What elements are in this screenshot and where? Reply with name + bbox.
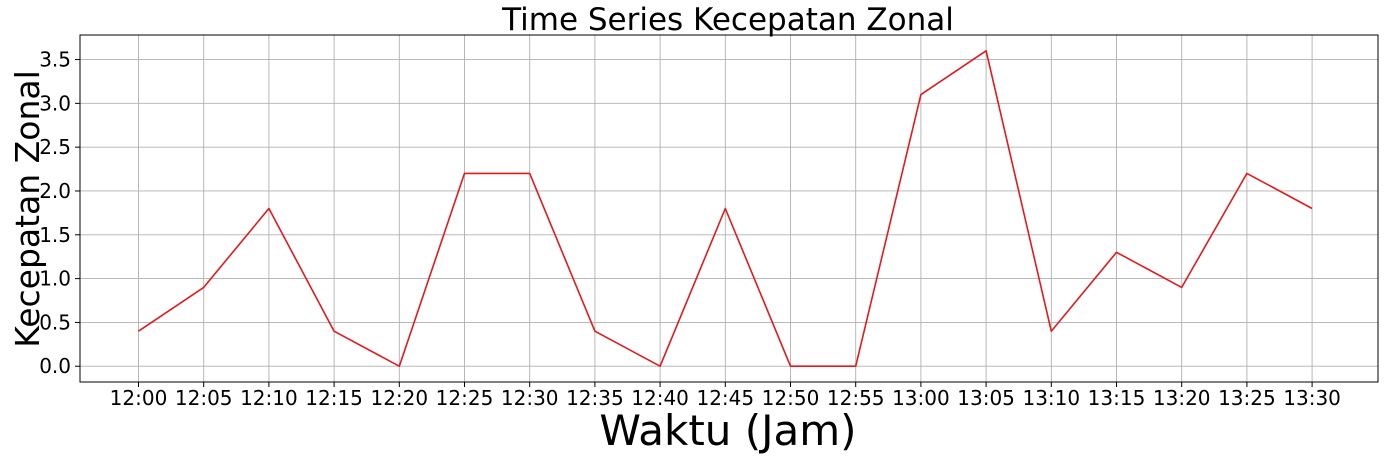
x-tick-label: 13:05 [957,386,1015,410]
y-tick-label: 3.5 [39,48,71,72]
x-tick-label: 12:25 [436,386,494,410]
x-tick-label: 13:00 [892,386,950,410]
y-tick-label: 0.0 [39,354,71,378]
y-tick-label: 3.0 [39,91,71,115]
x-tick-label: 12:30 [501,386,559,410]
x-tick-label: 12:40 [631,386,689,410]
x-tick-label: 13:15 [1088,386,1146,410]
plot-area-frame [79,34,1379,383]
x-tick-label: 13:10 [1022,386,1080,410]
x-tick-label: 12:35 [566,386,624,410]
series-line [138,49,1313,368]
x-tick-label: 13:20 [1153,386,1211,410]
y-tick-label: 1.5 [39,223,71,247]
series [138,49,1313,368]
x-tick-label: 13:30 [1283,386,1341,410]
x-tick-label: 12:50 [762,386,820,410]
x-tick-label: 12:15 [305,386,363,410]
x-tick-label: 13:25 [1218,386,1276,410]
chart-title: Time Series Kecepatan Zonal [501,2,954,38]
x-tick-label: 12:00 [110,386,168,410]
x-tick-label: 12:55 [827,386,885,410]
x-tick-label: 12:10 [240,386,298,410]
ticks: 12:00 12:05 12:10 12:15 12:20 12:25 12:30 12:35… [39,48,1341,410]
x-tick-label: 12:05 [175,386,233,410]
grid [80,35,1378,382]
x-tick-label: 12:45 [696,386,754,410]
y-tick-label: 2.5 [39,135,71,159]
y-tick-label: 2.0 [39,179,71,203]
x-axis-label: Waktu (Jam) [599,406,856,455]
y-tick-label: 1.0 [39,267,71,291]
x-tick-label: 12:20 [370,386,428,410]
y-axis-label: Kecepatan Zonal [8,70,47,348]
y-tick-label: 0.5 [39,310,71,334]
